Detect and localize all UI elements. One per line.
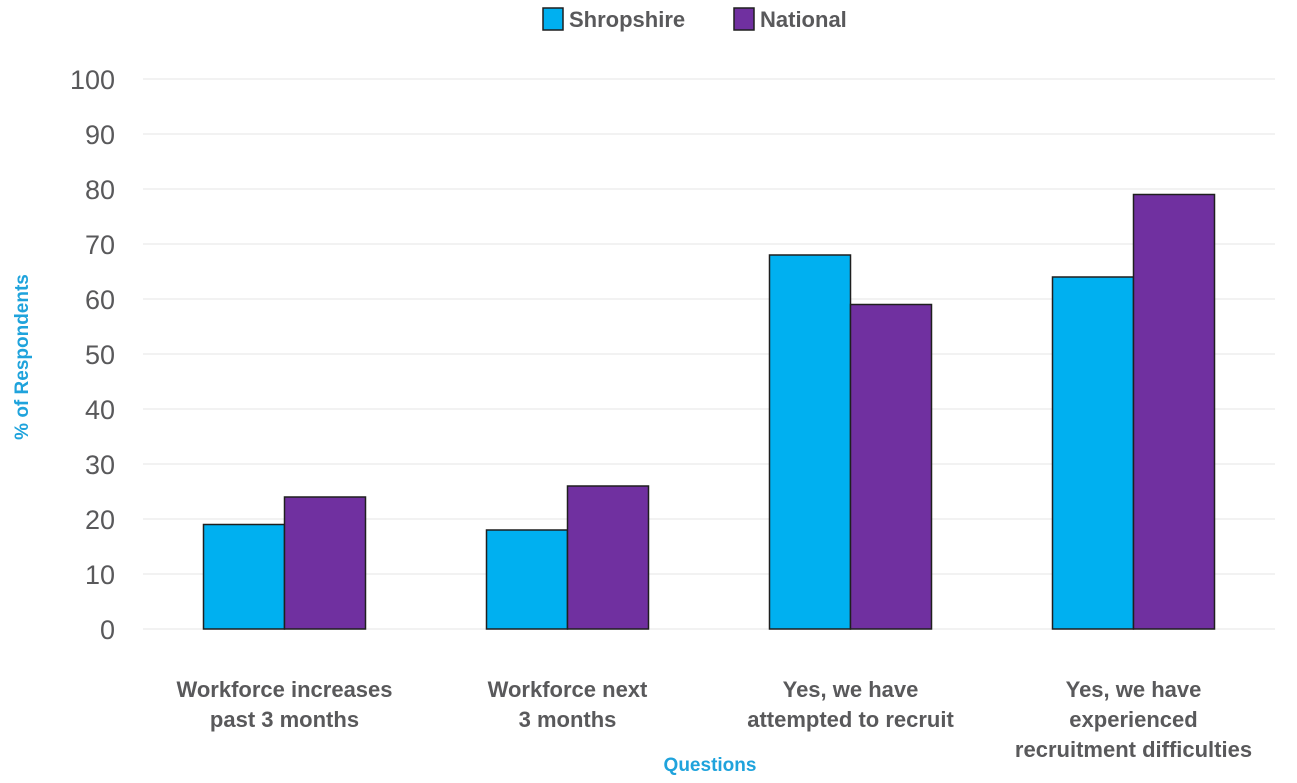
legend: Shropshire National [542, 7, 847, 32]
x-category-label: Yes, we have attempted to recruit [747, 677, 954, 732]
y-tick-label: 90 [85, 120, 115, 150]
y-axis-title: % of Respondents [12, 274, 33, 440]
x-axis-category-labels: Workforce increases past 3 months Workforc… [176, 677, 1252, 762]
x-category-label: Workforce next 3 months [488, 677, 648, 732]
y-tick-label: 0 [100, 615, 115, 645]
legend-label: National [760, 7, 847, 32]
bar-national-1 [283, 496, 367, 630]
y-tick-label: 10 [85, 560, 115, 590]
x-category-label: Yes, we have experienced recruitment diffi… [1015, 677, 1252, 762]
y-tick-label: 70 [85, 230, 115, 260]
y-tick-label: 50 [85, 340, 115, 370]
bar-shropshire-4 [1051, 276, 1135, 630]
bar-national-2 [566, 485, 650, 630]
y-tick-label: 80 [85, 175, 115, 205]
bar-shropshire-1 [202, 523, 286, 630]
y-tick-label: 60 [85, 285, 115, 315]
y-tick-label: 40 [85, 395, 115, 425]
bar-national-4 [1132, 193, 1216, 630]
bar-shropshire-3 [768, 254, 852, 630]
bar-shropshire-2 [485, 529, 569, 630]
bar-national-3 [849, 303, 933, 630]
y-tick-label: 20 [85, 505, 115, 535]
legend-item-shropshire: Shropshire [542, 7, 685, 32]
y-tick-label: 100 [70, 65, 115, 95]
y-axis-tick-labels: 0 10 20 30 40 50 60 70 80 90 100 [70, 65, 115, 645]
legend-item-national: National [733, 7, 847, 32]
x-category-label: Workforce increases past 3 months [176, 677, 392, 732]
y-tick-label: 30 [85, 450, 115, 480]
x-axis-title: Questions [664, 755, 757, 776]
legend-label: Shropshire [569, 7, 685, 32]
legend-swatch [733, 7, 755, 31]
legend-swatch [542, 7, 564, 31]
bars [202, 193, 1216, 630]
